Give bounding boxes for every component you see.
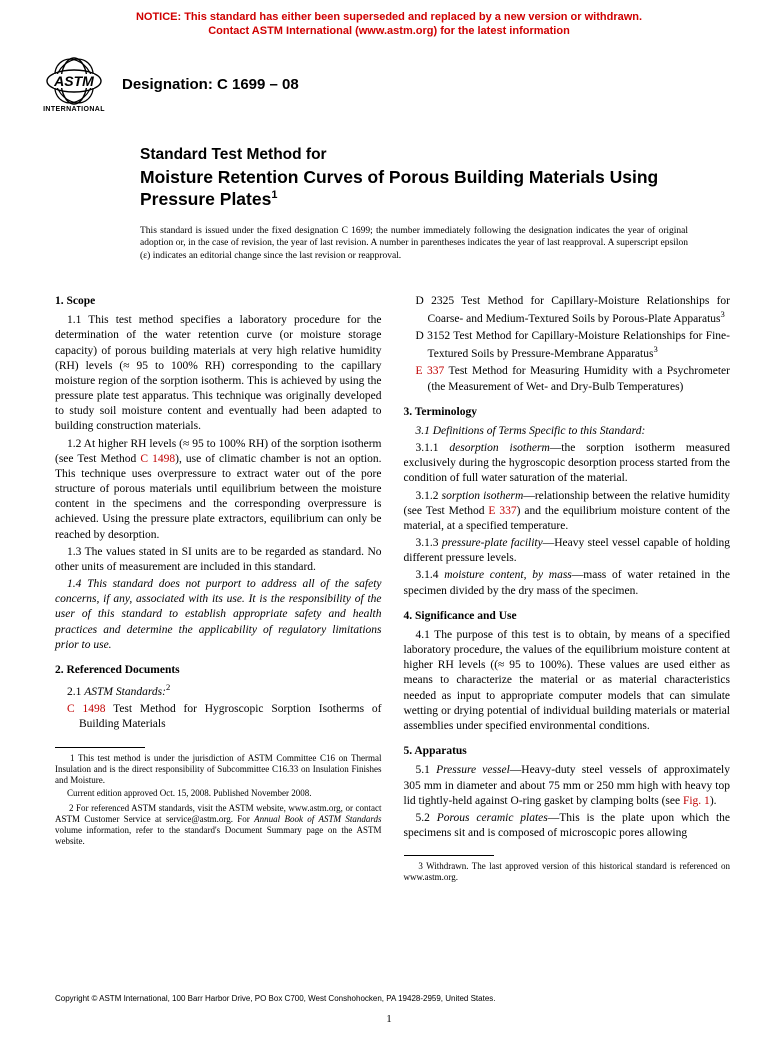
term-p1: 3.1.1 desorption isotherm—the sorption i…	[404, 441, 731, 487]
scope-p4: 1.4 This standard does not purport to ad…	[55, 577, 382, 653]
title-pre: Standard Test Method for	[140, 145, 718, 166]
significance-p1: 4.1 The purpose of this test is to obtai…	[404, 628, 731, 734]
terminology-heading: 3. Terminology	[404, 405, 731, 420]
apparatus-p1: 5.1 Pressure vessel—Heavy-duty steel ves…	[404, 763, 731, 809]
footnote-2: 2 For referenced ASTM standards, visit t…	[55, 802, 382, 848]
apparatus-heading: 5. Apparatus	[404, 744, 731, 759]
svg-text:ASTM: ASTM	[53, 73, 94, 89]
scope-p2: 1.2 At higher RH levels (≈ 95 to 100% RH…	[55, 437, 382, 543]
ref-d2325: D 2325 Test Method for Capillary-Moistur…	[404, 294, 731, 327]
body-columns: 1. Scope 1.1 This test method specifies …	[0, 262, 778, 886]
link-e337[interactable]: E 337	[416, 365, 445, 377]
ref-d3152: D 3152 Test Method for Capillary-Moistur…	[404, 329, 731, 362]
header-row: ASTM INTERNATIONAL Designation: C 1699 –…	[0, 43, 778, 127]
notice-line2: Contact ASTM International (www.astm.org…	[208, 25, 570, 37]
link-c1498[interactable]: C 1498	[140, 453, 175, 465]
title-block: Standard Test Method for Moisture Retent…	[0, 127, 778, 211]
term-p4: 3.1.4 moisture content, by mass—mass of …	[404, 568, 731, 598]
copyright: Copyright © ASTM International, 100 Barr…	[55, 994, 730, 1003]
scope-p3: 1.3 The values stated in SI units are to…	[55, 545, 382, 575]
footnote-1: 1 This test method is under the jurisdic…	[55, 752, 382, 787]
issuance-note: This standard is issued under the fixed …	[0, 211, 778, 262]
scope-heading: 1. Scope	[55, 294, 382, 309]
link-fig1[interactable]: Fig. 1	[683, 795, 710, 807]
link-e337-2[interactable]: E 337	[488, 505, 516, 517]
footnote-rule-right	[404, 855, 494, 856]
notice-line1: NOTICE: This standard has either been su…	[136, 11, 642, 23]
apparatus-p2: 5.2 Porous ceramic plates—This is the pl…	[404, 811, 731, 841]
notice-banner: NOTICE: This standard has either been su…	[0, 0, 778, 43]
column-left: 1. Scope 1.1 This test method specifies …	[55, 284, 382, 886]
link-c1498-2[interactable]: C 1498	[67, 703, 106, 715]
term-p2: 3.1.2 sorption isotherm—relationship bet…	[404, 489, 731, 535]
scope-p1: 1.1 This test method specifies a laborat…	[55, 313, 382, 434]
designation: Designation: C 1699 – 08	[122, 76, 299, 93]
ref-c1498: C 1498 Test Method for Hygroscopic Sorpt…	[55, 702, 382, 732]
term-p3: 3.1.3 pressure-plate facility—Heavy stee…	[404, 536, 731, 566]
title-main: Moisture Retention Curves of Porous Buil…	[140, 166, 718, 212]
refdocs-heading: 2. Referenced Documents	[55, 663, 382, 678]
astm-logo: ASTM INTERNATIONAL	[40, 51, 108, 119]
refdocs-p1: 2.1 ASTM Standards:2	[55, 682, 382, 700]
significance-heading: 4. Significance and Use	[404, 609, 731, 624]
column-right: D 2325 Test Method for Capillary-Moistur…	[404, 284, 731, 886]
page-number: 1	[0, 1013, 778, 1025]
ref-e337: E 337 Test Method for Measuring Humidity…	[404, 364, 731, 394]
term-p0: 3.1 Definitions of Terms Specific to thi…	[404, 424, 731, 439]
footnote-3: 3 Withdrawn. The last approved version o…	[404, 860, 731, 884]
logo-label: INTERNATIONAL	[43, 106, 105, 113]
title-sup: 1	[271, 189, 277, 201]
footnote-1b: Current edition approved Oct. 15, 2008. …	[55, 788, 382, 799]
footnote-rule-left	[55, 747, 145, 748]
title-main-text: Moisture Retention Curves of Porous Buil…	[140, 167, 658, 210]
